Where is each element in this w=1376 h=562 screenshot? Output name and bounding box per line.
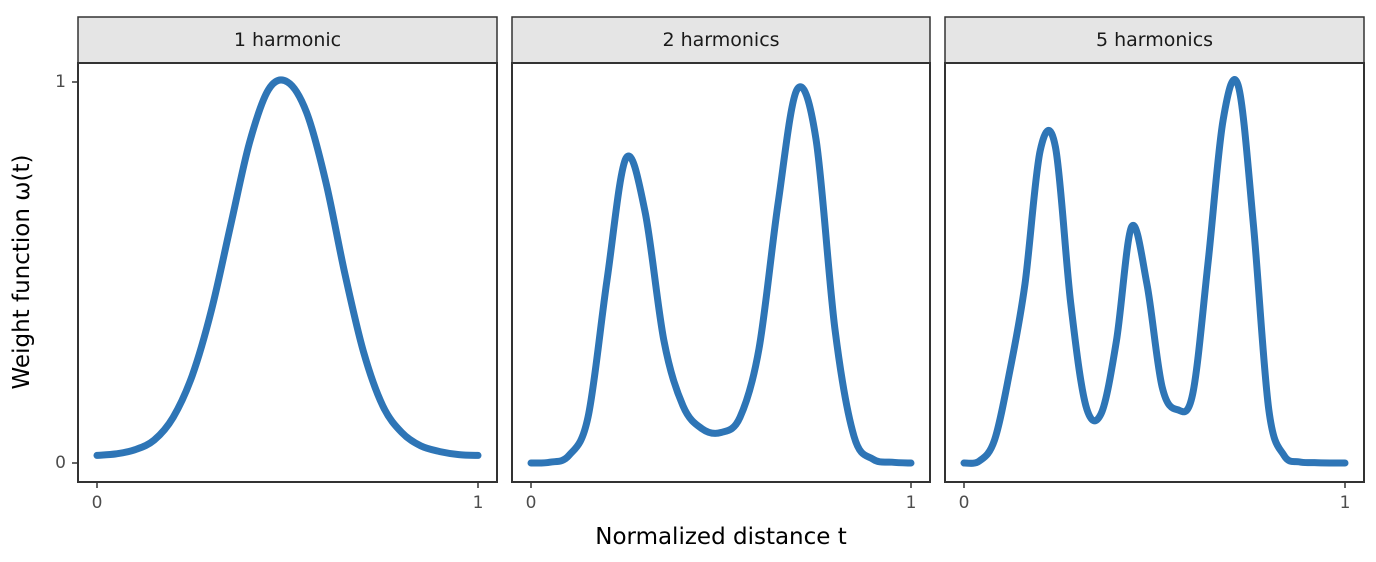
x-tick-label-0: 0 (959, 493, 970, 513)
panel-2-strip (511, 16, 931, 64)
x-tick-label-0: 0 (526, 493, 537, 513)
y-tick-label-1: 1 (55, 72, 66, 92)
x-tick-label-1: 1 (1340, 493, 1351, 513)
panel-3-title: 5 harmonics (1096, 29, 1213, 51)
panel-1-strip (77, 16, 498, 64)
panel-1: 1 harmonic (77, 16, 498, 483)
y-tick-label-0: 0 (55, 453, 66, 473)
panel-3-strip (944, 16, 1365, 64)
x-axis-panel-1: 0 1 (92, 482, 484, 513)
x-axis-panel-3: 0 1 (959, 482, 1351, 513)
panel-3-plot-area (944, 62, 1365, 483)
panel-2: 2 harmonics (511, 16, 931, 483)
panel-1-plot-area (77, 62, 498, 483)
panel-3-series-line (960, 76, 1349, 467)
x-axis-title: Normalized distance t (595, 524, 847, 550)
panel-2-series-line (527, 83, 915, 467)
x-axis-panel-2: 0 1 (526, 482, 917, 513)
panel-2-title: 2 harmonics (662, 29, 779, 51)
x-tick-label-0: 0 (92, 493, 103, 513)
y-axis-title: Weight function ω(t) (9, 155, 35, 390)
panel-1-series-line (93, 76, 482, 459)
y-axis: 1 0 (55, 72, 78, 473)
panel-2-plot-area (511, 62, 931, 483)
x-tick-label-1: 1 (906, 493, 917, 513)
panel-1-title: 1 harmonic (234, 29, 341, 51)
x-tick-label-1: 1 (473, 493, 484, 513)
panel-3: 5 harmonics (944, 16, 1365, 483)
